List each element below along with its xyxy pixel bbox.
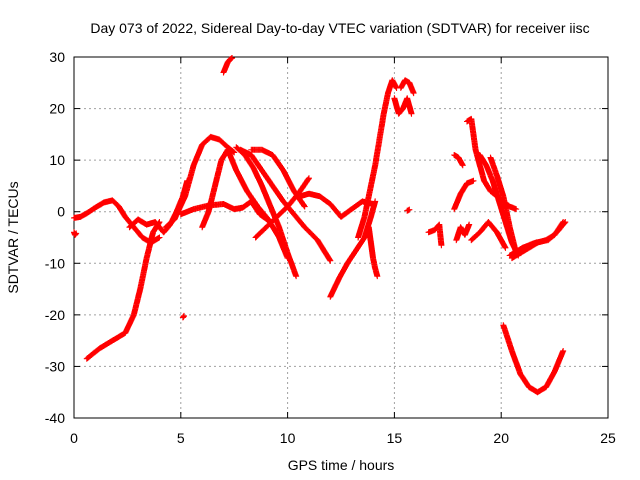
x-tick-label: 5 xyxy=(177,430,185,446)
series-track-24 xyxy=(451,177,477,213)
data-point-marks xyxy=(237,146,334,264)
series-track-29 xyxy=(487,154,520,256)
x-tick-label: 10 xyxy=(280,430,296,446)
series-track-19 xyxy=(391,95,415,117)
data-point-marks xyxy=(179,312,188,321)
data-point-marks xyxy=(508,219,567,262)
data-point-marks xyxy=(468,219,509,251)
data-point-marks xyxy=(500,322,567,396)
series-track-21 xyxy=(404,206,413,214)
series-track-2 xyxy=(71,229,80,238)
series-track-14 xyxy=(252,175,312,241)
series-track-22 xyxy=(425,221,445,249)
data-point-marks xyxy=(404,206,413,214)
data-point-marks xyxy=(177,198,274,226)
data-point-marks xyxy=(391,95,415,117)
data-point-marks xyxy=(248,146,308,210)
data-point-marks xyxy=(355,77,400,241)
x-tick-label: 15 xyxy=(387,430,403,446)
data-point-marks xyxy=(220,55,236,76)
data-point-marks xyxy=(83,219,163,362)
series-track-25 xyxy=(451,152,466,169)
plot-frame xyxy=(73,56,609,419)
data-point-marks xyxy=(252,175,312,241)
data-point-marks xyxy=(451,177,477,213)
series-track-27 xyxy=(468,219,509,251)
x-axis-label: GPS time / hours xyxy=(288,457,395,473)
data-series xyxy=(71,55,569,396)
series-track-16 xyxy=(327,198,379,300)
x-tick-label: 20 xyxy=(493,430,509,446)
series-track-32 xyxy=(500,322,567,396)
series-track-31 xyxy=(508,219,567,262)
data-point-marks xyxy=(199,146,231,231)
data-point-marks xyxy=(297,190,377,220)
y-tick-label: -10 xyxy=(45,255,65,271)
series-track-18 xyxy=(355,77,400,241)
y-tick-label: 10 xyxy=(49,152,65,168)
series-track-9 xyxy=(220,55,236,76)
series-track-20 xyxy=(397,77,417,97)
data-point-marks xyxy=(453,221,473,244)
series-track-17 xyxy=(365,224,381,280)
data-point-marks xyxy=(487,154,520,256)
series-track-8 xyxy=(199,146,231,231)
chart-title: Day 073 of 2022, Sidereal Day-to-day VTE… xyxy=(90,20,589,36)
data-point-marks xyxy=(162,133,238,231)
series-track-5 xyxy=(162,133,238,231)
y-tick-label: -30 xyxy=(45,358,65,374)
y-axis-label: SDTVAR / TECUs xyxy=(5,181,21,293)
series-track-12 xyxy=(237,146,334,264)
y-tick-label: -40 xyxy=(45,410,65,426)
x-tick-label: 25 xyxy=(600,430,616,446)
data-point-marks xyxy=(327,198,379,300)
data-point-marks xyxy=(71,229,80,238)
series-track-3 xyxy=(83,219,163,362)
data-point-marks xyxy=(425,221,445,249)
series-track-13 xyxy=(248,146,308,210)
series-track-15 xyxy=(297,190,377,220)
axis-ticks: 0 5 10 15 20 25 -40 -30 -20 -10 0 10 20 30 xyxy=(45,49,616,446)
series-track-7 xyxy=(179,312,188,321)
y-tick-label: -20 xyxy=(45,307,65,323)
y-tick-label: 30 xyxy=(49,49,65,65)
y-tick-label: 0 xyxy=(57,204,65,220)
data-point-marks xyxy=(451,152,466,169)
series-track-23 xyxy=(453,221,473,244)
data-point-marks xyxy=(365,224,381,280)
data-point-marks xyxy=(397,77,417,97)
y-tick-label: 20 xyxy=(49,101,65,117)
x-tick-label: 0 xyxy=(70,430,78,446)
series-track-6 xyxy=(177,198,274,226)
